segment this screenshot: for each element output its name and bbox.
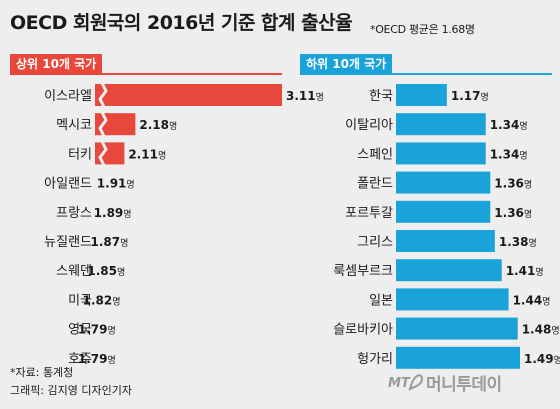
bottom10-category-label: 스페인: [357, 147, 393, 162]
top10-value-label: 2.11명: [128, 147, 166, 161]
top10-axis-break-mark: [98, 228, 108, 254]
top10-category-label: 호주: [68, 352, 92, 367]
brand-name: 머니투데이: [426, 375, 502, 395]
top10-value-label: 1.82명: [83, 293, 121, 307]
bottom10-bar: [396, 200, 491, 223]
bottom10-value-label: 1.44명: [513, 293, 551, 307]
top10-category-label: 프랑스: [56, 206, 92, 221]
top10-value-label: 1.91명: [97, 177, 135, 191]
top10-axis-break-mark: [98, 169, 108, 196]
bottom10-category-label: 일본: [369, 293, 393, 308]
bottom10-category-label: 폴란드: [357, 177, 393, 192]
top10-value-label: 1.87명: [91, 235, 129, 249]
top10-bar: [95, 84, 282, 106]
page-title: OECD 회원국의 2016년 기준 합계 출산율: [10, 12, 353, 34]
top10-axis-break-mark: [98, 257, 108, 283]
top10-category-label: 이스라엘: [44, 89, 92, 104]
top10-value-label: 1.89명: [94, 206, 132, 220]
top10-panel-divider: [10, 73, 282, 75]
bottom10-category-label: 포르투갈: [345, 206, 393, 221]
bottom10-bar: [396, 84, 447, 106]
top10-axis-break-mark: [98, 199, 108, 225]
bottom10-category-label: 이탈리아: [345, 118, 393, 133]
bottom10-value-label: 1.36명: [494, 206, 532, 220]
top10-value-label: 2.18명: [139, 118, 177, 132]
top10-axis-break-mark: [98, 140, 108, 167]
bottom10-bar: [396, 259, 502, 282]
bottom10-category-label: 룩셈부르크: [333, 264, 393, 279]
top10-category-label: 터키: [68, 147, 92, 162]
bottom10-bar: [396, 171, 491, 194]
top10-panel-label: 상위 10개 국가: [10, 54, 103, 74]
bottom10-value-label: 1.48명: [522, 323, 560, 337]
bottom10-value-label: 1.41명: [506, 264, 544, 278]
top10-axis-break-mark: [98, 82, 108, 108]
bottom10-category-label: 슬로바키아: [333, 323, 393, 338]
average-note: *OECD 평균은 1.68명: [370, 23, 475, 36]
bottom10-bar: [396, 346, 520, 369]
bottom10-category-label: 한국: [369, 89, 393, 104]
bottom10-value-label: 1.36명: [494, 177, 532, 191]
bottom10-value-label: 1.17명: [451, 89, 489, 103]
top10-value-label: 3.11명: [286, 89, 324, 103]
bottom10-bar: [396, 113, 486, 136]
brand-logo-icon: MT: [388, 374, 424, 391]
bottom10-category-label: 헝가리: [357, 352, 393, 367]
top10-category-label: 멕시코: [56, 118, 92, 133]
bottom10-value-label: 1.49명: [524, 352, 560, 366]
brand-logo-text: MT: [388, 376, 411, 391]
bottom10-bar: [396, 317, 518, 340]
bottom10-value-label: 1.34명: [490, 118, 528, 132]
bottom10-value-label: 1.34명: [490, 147, 528, 161]
top10-category-label: 스웨덴: [56, 264, 92, 279]
top10-category-label: 뉴질랜드: [44, 235, 92, 250]
top10-axis-break-mark: [98, 315, 108, 342]
source-note: *자료: 통계청: [10, 366, 74, 379]
bottom10-category-label: 그리스: [357, 235, 393, 250]
top10-value-label: 1.85명: [87, 264, 125, 278]
bottom10-panel-label: 하위 10개 국가: [300, 54, 393, 74]
top10-value-label: 1.79명: [78, 352, 116, 366]
bottom10-panel-divider: [300, 73, 552, 75]
bottom10-bar: [396, 142, 486, 165]
bottom10-bar: [396, 230, 495, 252]
top10-category-label: 미국: [68, 293, 92, 308]
top10-bar: [95, 142, 125, 165]
graphic-credit: 그래픽: 김지영 디자인기자: [10, 384, 133, 397]
top10-axis-break-mark: [98, 345, 108, 371]
bottom10-value-label: 1.38명: [499, 235, 537, 249]
top10-category-label: 영국: [68, 323, 92, 338]
top10-axis-break-mark: [98, 286, 108, 313]
top10-axis-break-mark: [98, 111, 108, 137]
top10-category-label: 아일랜드: [44, 177, 92, 192]
bottom10-bar: [396, 288, 509, 311]
top10-value-label: 1.79명: [78, 323, 116, 337]
